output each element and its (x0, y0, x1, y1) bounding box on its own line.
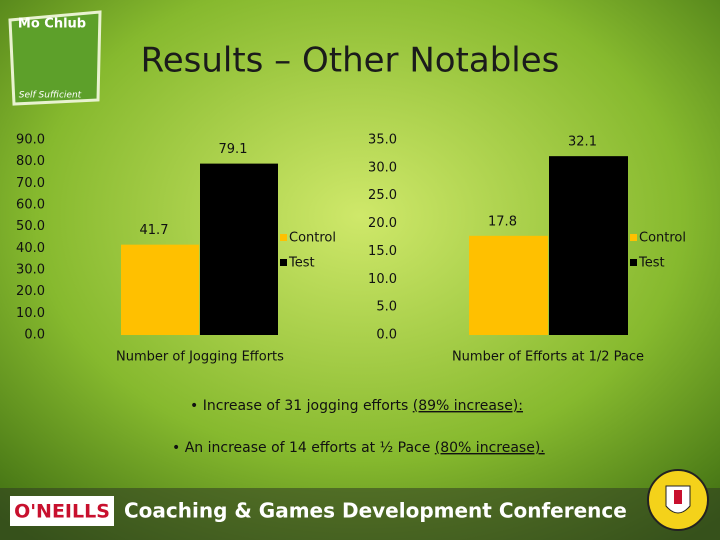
y-tick-label: 60.0 (16, 198, 45, 213)
x-axis-label: Number of Efforts at 1/2 Pace (452, 350, 644, 365)
y-tick-label: 80.0 (16, 154, 45, 169)
y-tick-label: 35.0 (368, 133, 397, 148)
bullet: • An increase of 14 efforts at ½ Pace (8… (172, 440, 545, 456)
slide-title: Results – Other Notables (141, 41, 560, 81)
bullet-emphasis: (80% increase). (435, 440, 545, 456)
footer-title: Coaching & Games Development Conference (124, 499, 627, 523)
logo-tagline: Self Sufficient (19, 91, 82, 101)
legend-swatch (280, 234, 287, 241)
crest-hand (674, 490, 682, 504)
y-tick-label: 70.0 (16, 176, 45, 191)
logo-name: Mo Chlub (18, 17, 86, 32)
value-label: 41.7 (140, 223, 169, 238)
y-tick-label: 10.0 (16, 306, 45, 321)
y-tick-label: 10.0 (368, 272, 397, 287)
bar (549, 156, 628, 335)
y-tick-label: 20.0 (16, 284, 45, 299)
value-label: 32.1 (568, 135, 597, 150)
bar (121, 244, 199, 335)
y-tick-label: 50.0 (16, 219, 45, 234)
bullet-text: • An increase of 14 efforts at ½ Pace (172, 440, 435, 456)
x-axis-label: Number of Jogging Efforts (116, 350, 284, 365)
y-tick-label: 30.0 (16, 263, 45, 278)
y-tick-label: 5.0 (376, 300, 397, 315)
footer-brand: O'NEILLS (14, 501, 110, 523)
legend-swatch (630, 259, 637, 266)
footer-bar (0, 488, 720, 540)
legend-label: Test (638, 256, 665, 271)
bar (200, 163, 278, 335)
value-label: 17.8 (488, 214, 517, 229)
legend-label: Control (289, 231, 336, 246)
brand-box (10, 496, 114, 526)
logo: Mo Chlub Self Sufficient (8, 10, 102, 106)
bar (469, 235, 548, 335)
legend-swatch (630, 234, 637, 241)
legend-label: Test (288, 256, 315, 271)
y-tick-label: 20.0 (368, 216, 397, 231)
y-tick-label: 0.0 (24, 328, 45, 343)
bullet-emphasis: (89% increase): (413, 398, 523, 414)
bullet: • Increase of 31 jogging efforts (89% in… (190, 398, 523, 414)
legend-swatch (280, 259, 287, 266)
y-tick-label: 0.0 (376, 328, 397, 343)
y-tick-label: 90.0 (16, 133, 45, 148)
bullet-text: • Increase of 31 jogging efforts (190, 398, 413, 414)
value-label: 79.1 (219, 142, 248, 157)
y-tick-label: 25.0 (368, 188, 397, 203)
y-tick-label: 15.0 (368, 244, 397, 259)
charts: 0.0 10.0 20.0 30.0 40.0 50.0 60.0 70.0 80.0 90.0 4… (16, 133, 686, 365)
y-tick-label: 30.0 (368, 160, 397, 175)
y-tick-label: 40.0 (16, 241, 45, 256)
legend-label: Control (639, 231, 686, 246)
